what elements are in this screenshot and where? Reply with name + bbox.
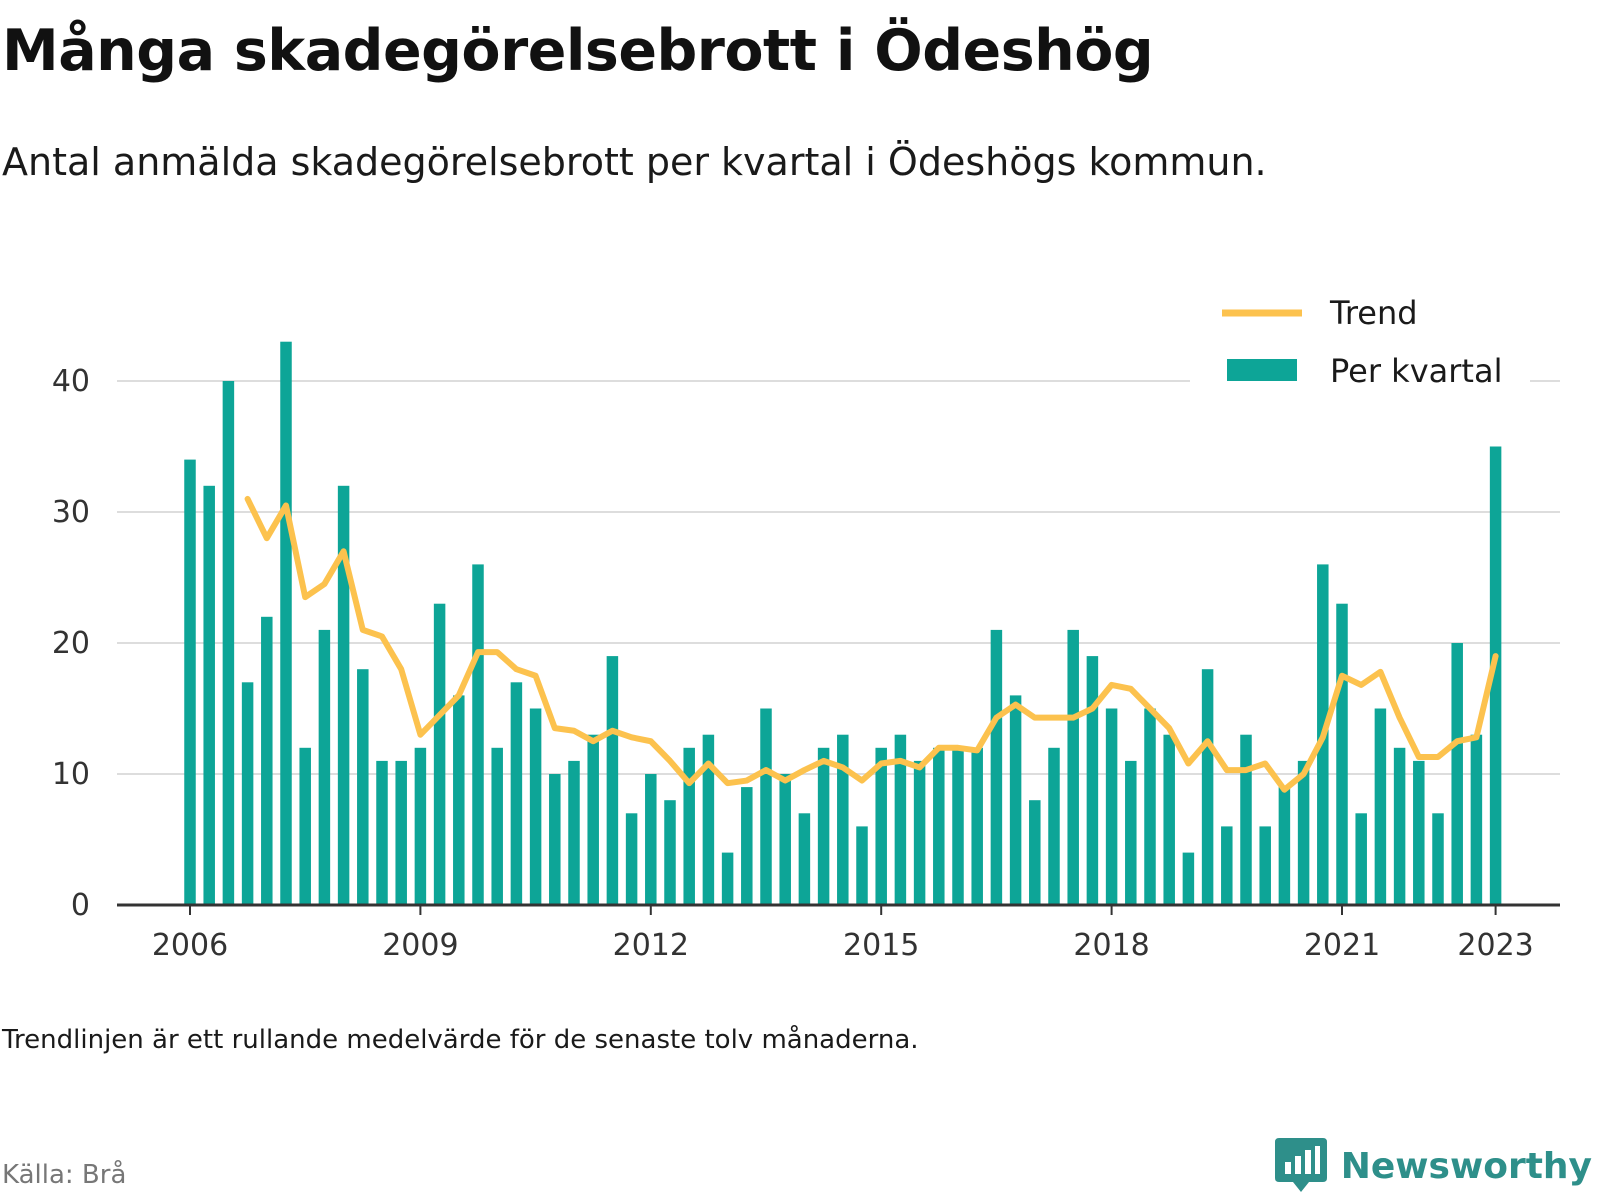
y-tick-label-40: 40: [52, 364, 90, 399]
bar-3: [241, 682, 254, 905]
bar-16: [491, 747, 503, 905]
bar-19: [549, 774, 561, 905]
y-tick-label-30: 30: [52, 495, 90, 530]
bar-49: [1125, 760, 1137, 905]
bar-37: [894, 734, 907, 905]
brand-name: Newsworthy: [1340, 1145, 1592, 1187]
bar-18: [529, 708, 542, 905]
bar-8: [337, 485, 350, 905]
x-tick-label-2009: 2009: [382, 928, 458, 963]
bar-22: [606, 656, 619, 905]
bar-12: [414, 747, 427, 905]
bar-47: [1086, 656, 1099, 905]
bar-32: [798, 813, 811, 905]
bar-64: [1413, 760, 1425, 905]
bar-4: [261, 616, 273, 905]
bar-63: [1393, 747, 1406, 905]
chart-title: Många skadegörelsebrott i Ödeshög: [2, 18, 1154, 84]
x-tick-label-2021: 2021: [1304, 928, 1380, 963]
brand: Newsworthy: [1274, 1138, 1592, 1194]
chart-subtitle: Antal anmälda skadegörelsebrott per kvar…: [2, 140, 1267, 184]
axes: 0 10 20 30 40 2006 2009 2012 2015 2018 2021 2023: [52, 364, 1560, 963]
bar-38: [913, 760, 926, 905]
bar-55: [1240, 734, 1252, 905]
bars: [184, 341, 1502, 905]
bar-34: [837, 734, 849, 905]
legend: Trend Per kvartal: [1190, 294, 1530, 395]
x-tick-label-2023: 2023: [1457, 928, 1533, 963]
bar-30: [760, 708, 772, 905]
bar-67: [1470, 734, 1483, 905]
bar-0: [184, 459, 196, 905]
bar-66: [1451, 643, 1463, 905]
bar-28: [721, 852, 734, 905]
legend-per-kvartal-label: Per kvartal: [1330, 352, 1502, 390]
bar-6: [299, 747, 311, 905]
bar-29: [741, 787, 753, 905]
bar-48: [1105, 708, 1118, 905]
newsworthy-logo-icon: [1274, 1138, 1327, 1192]
bar-25: [664, 800, 676, 905]
bar-45: [1048, 747, 1060, 905]
trend-line: [244, 495, 1499, 793]
bar-41: [971, 747, 983, 905]
bar-52: [1182, 852, 1195, 905]
bar-36: [875, 747, 887, 905]
source-label: Källa: Brå: [2, 1160, 127, 1190]
bar-17: [510, 682, 523, 905]
y-tick-label-0: 0: [71, 888, 90, 923]
bar-2: [222, 381, 235, 905]
bar-44: [1029, 800, 1041, 905]
x-tick-label-2006: 2006: [152, 928, 228, 963]
bar-10: [376, 760, 388, 905]
trend-line-group: [244, 495, 1499, 793]
bar-7: [318, 629, 331, 905]
bar-11: [395, 760, 407, 905]
bar-46: [1067, 629, 1079, 905]
x-tick-label-2012: 2012: [613, 928, 689, 963]
footnote: Trendlinjen är ett rullande medelvärde f…: [2, 1025, 919, 1055]
bar-57: [1278, 787, 1291, 905]
x-tick-label-2018: 2018: [1073, 928, 1149, 963]
bar-39: [933, 747, 945, 905]
bar-20: [568, 760, 580, 905]
bar-42: [990, 629, 1003, 905]
bar-58: [1297, 760, 1310, 905]
bar-26: [683, 747, 695, 905]
bar-35: [856, 826, 868, 905]
bar-24: [645, 774, 657, 905]
bar-33: [817, 747, 830, 905]
bar-40: [952, 747, 964, 905]
bar-21: [587, 734, 599, 905]
bar-27: [702, 734, 715, 905]
bar-65: [1432, 813, 1444, 905]
y-tick-label-10: 10: [52, 757, 90, 792]
x-tick-label-2015: 2015: [843, 928, 919, 963]
bar-9: [357, 669, 369, 905]
legend-per-kvartal-swatch: [1227, 359, 1297, 381]
bar-14: [453, 695, 465, 905]
bar-54: [1221, 826, 1233, 905]
bar-53: [1201, 669, 1214, 905]
bar-15: [472, 564, 484, 905]
y-tick-label-20: 20: [52, 626, 90, 661]
bar-61: [1355, 813, 1367, 905]
bar-60: [1336, 603, 1348, 905]
bar-23: [625, 813, 638, 905]
bar-68: [1489, 446, 1502, 905]
bar-62: [1374, 708, 1387, 905]
bar-31: [779, 774, 791, 905]
bar-56: [1259, 826, 1271, 905]
bar-13: [433, 603, 446, 905]
bar-51: [1163, 734, 1175, 905]
bar-50: [1144, 708, 1156, 905]
legend-trend-label: Trend: [1329, 294, 1418, 332]
chart: 0 10 20 30 40 2006 2009 2012 2015 2018 2021 2023 Tr…: [52, 294, 1560, 963]
bar-5: [280, 341, 292, 905]
bar-43: [1009, 695, 1022, 905]
bar-1: [203, 485, 215, 905]
